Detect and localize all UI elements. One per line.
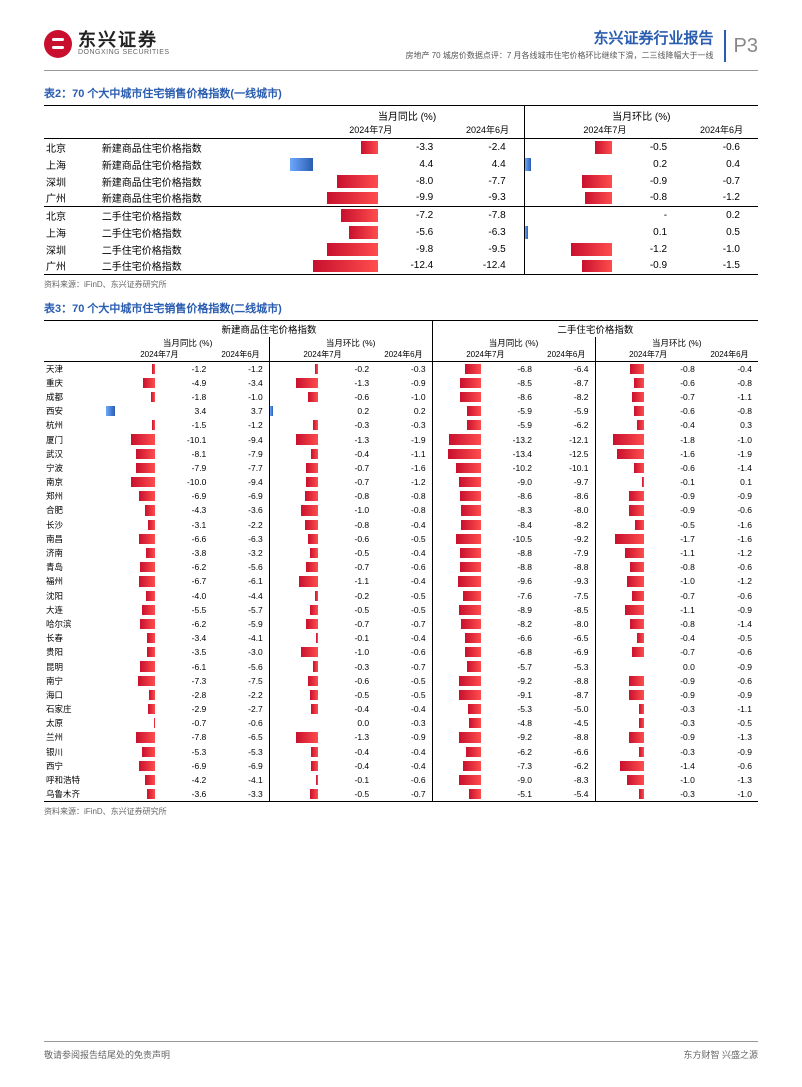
table-row: 北京新建商品住宅价格指数-3.3-2.4-0.5-0.6 <box>44 139 758 156</box>
table-row: 杭州-1.5-1.2-0.3-0.3-5.9-6.2-0.40.3 <box>44 418 758 432</box>
table-row: 南昌-6.6-6.3-0.6-0.5-10.5-9.2-1.7-1.6 <box>44 532 758 546</box>
t3-grp-0: 当月同比 (%) <box>106 337 269 349</box>
table-row: 合肥-4.3-3.6-1.0-0.8-8.3-8.0-0.9-0.6 <box>44 503 758 517</box>
table2-source: 资料来源：iFinD、东兴证券研究所 <box>44 279 758 290</box>
t2-sub-0: 2024年7月 <box>290 123 451 139</box>
t3-panel-0: 新建商品住宅价格指数 <box>106 321 432 338</box>
footer-left: 敬请参阅报告结尾处的免责声明 <box>44 1048 170 1061</box>
footer-right: 东方财智 兴盛之源 <box>683 1048 758 1061</box>
table-row: 哈尔滨-6.2-5.9-0.7-0.7-8.2-8.0-0.8-1.4 <box>44 617 758 631</box>
table-row: 贵阳-3.5-3.0-1.0-0.6-6.8-6.9-0.7-0.6 <box>44 645 758 659</box>
t2-sub-3: 2024年6月 <box>685 123 758 139</box>
table-row: 郑州-6.9-6.9-0.8-0.8-8.6-8.6-0.9-0.9 <box>44 489 758 503</box>
page-number: P3 <box>724 30 758 62</box>
table-row: 济南-3.8-3.2-0.5-0.4-8.8-7.9-1.1-1.2 <box>44 546 758 560</box>
table3-title: 表3：70 个大中城市住宅销售价格指数(二线城市) <box>44 300 758 316</box>
t3-panel-1: 二手住宅价格指数 <box>432 321 758 338</box>
table-row: 南宁-7.3-7.5-0.6-0.5-9.2-8.8-0.9-0.6 <box>44 674 758 688</box>
table-row: 南京-10.0-9.4-0.7-1.2-9.0-9.7-0.10.1 <box>44 475 758 489</box>
table-row: 太原-0.7-0.60.0-0.3-4.8-4.5-0.3-0.5 <box>44 716 758 730</box>
table-row: 天津-1.2-1.2-0.2-0.3-6.8-6.4-0.8-0.4 <box>44 362 758 376</box>
table-row: 广州新建商品住宅价格指数-9.9-9.3-0.8-1.2 <box>44 190 758 207</box>
table-row: 青岛-6.2-5.6-0.7-0.6-8.8-8.8-0.8-0.6 <box>44 560 758 574</box>
table-row: 呼和浩特-4.2-4.1-0.1-0.6-9.0-8.3-1.0-1.3 <box>44 773 758 787</box>
logo-text-cn: 东兴证券 <box>78 31 170 49</box>
table3: 新建商品住宅价格指数 二手住宅价格指数 当月同比 (%) 当月环比 (%) 当月… <box>44 320 758 802</box>
table-row: 兰州-7.8-6.5-1.3-0.9-9.2-8.8-0.9-1.3 <box>44 730 758 744</box>
table-row: 沈阳-4.0-4.4-0.2-0.5-7.6-7.5-0.7-0.6 <box>44 589 758 603</box>
table-row: 上海新建商品住宅价格指数4.44.40.20.4 <box>44 156 758 173</box>
t3-grp-2: 当月同比 (%) <box>432 337 595 349</box>
logo-text-en: DONGXING SECURITIES <box>78 49 170 57</box>
table-row: 宁波-7.9-7.7-0.7-1.6-10.2-10.1-0.6-1.4 <box>44 461 758 475</box>
table-row: 武汉-8.1-7.9-0.4-1.1-13.4-12.5-1.6-1.9 <box>44 447 758 461</box>
t3-grp-1: 当月环比 (%) <box>269 337 432 349</box>
table2: 当月同比 (%) 当月环比 (%) 2024年7月 2024年6月 2024年7… <box>44 105 758 275</box>
t3-grp-3: 当月环比 (%) <box>595 337 758 349</box>
table-row: 乌鲁木齐-3.6-3.3-0.5-0.7-5.1-5.4-0.3-1.0 <box>44 787 758 801</box>
table-row: 广州二手住宅价格指数-12.4-12.4-0.9-1.5 <box>44 258 758 275</box>
table-row: 上海二手住宅价格指数-5.6-6.30.10.5 <box>44 224 758 241</box>
t2-grp-mom: 当月环比 (%) <box>524 106 758 124</box>
table-row: 西安3.43.70.20.2-5.9-5.9-0.6-0.8 <box>44 404 758 418</box>
table-row: 成都-1.8-1.0-0.6-1.0-8.6-8.2-0.7-1.1 <box>44 390 758 404</box>
table-row: 昆明-6.1-5.6-0.3-0.7-5.7-5.30.0-0.9 <box>44 659 758 673</box>
table3-source: 资料来源：iFinD、东兴证券研究所 <box>44 806 758 817</box>
table-row: 石家庄-2.9-2.7-0.4-0.4-5.3-5.0-0.3-1.1 <box>44 702 758 716</box>
table-row: 深圳二手住宅价格指数-9.8-9.5-1.2-1.0 <box>44 241 758 258</box>
t2-sub-2: 2024年7月 <box>524 123 685 139</box>
page-footer: 敬请参阅报告结尾处的免责声明 东方财智 兴盛之源 <box>44 1041 758 1061</box>
report-title: 东兴证券行业报告 <box>406 30 714 48</box>
table-row: 重庆-4.9-3.4-1.3-0.9-8.5-8.7-0.6-0.8 <box>44 376 758 390</box>
header-rule <box>44 70 758 71</box>
logo-block: 东兴证券 DONGXING SECURITIES <box>44 30 170 58</box>
table-row: 长春-3.4-4.1-0.1-0.4-6.6-6.5-0.4-0.5 <box>44 631 758 645</box>
table-row: 海口-2.8-2.2-0.5-0.5-9.1-8.7-0.9-0.9 <box>44 688 758 702</box>
table-row: 西宁-6.9-6.9-0.4-0.4-7.3-6.2-1.4-0.6 <box>44 759 758 773</box>
table2-title: 表2：70 个大中城市住宅销售价格指数(一线城市) <box>44 85 758 101</box>
page-header: 东兴证券 DONGXING SECURITIES 东兴证券行业报告 房地产 70… <box>44 30 758 68</box>
table-row: 北京二手住宅价格指数-7.2-7.8-0.2 <box>44 207 758 224</box>
table-row: 长沙-3.1-2.2-0.8-0.4-8.4-8.2-0.5-1.6 <box>44 518 758 532</box>
logo-icon <box>44 30 72 58</box>
table-row: 厦门-10.1-9.4-1.3-1.9-13.2-12.1-1.8-1.0 <box>44 432 758 446</box>
t2-sub-1: 2024年6月 <box>451 123 524 139</box>
table-row: 银川-5.3-5.3-0.4-0.4-6.2-6.6-0.3-0.9 <box>44 745 758 759</box>
report-subtitle: 房地产 70 城房价数据点评：7 月各线城市住宅价格环比继续下滑，二三线降幅大于… <box>406 50 714 61</box>
table-row: 福州-6.7-6.1-1.1-0.4-9.6-9.3-1.0-1.2 <box>44 574 758 588</box>
table-row: 深圳新建商品住宅价格指数-8.0-7.7-0.9-0.7 <box>44 173 758 190</box>
table-row: 大连-5.5-5.7-0.5-0.5-8.9-8.5-1.1-0.9 <box>44 603 758 617</box>
t2-grp-yoy: 当月同比 (%) <box>290 106 524 124</box>
